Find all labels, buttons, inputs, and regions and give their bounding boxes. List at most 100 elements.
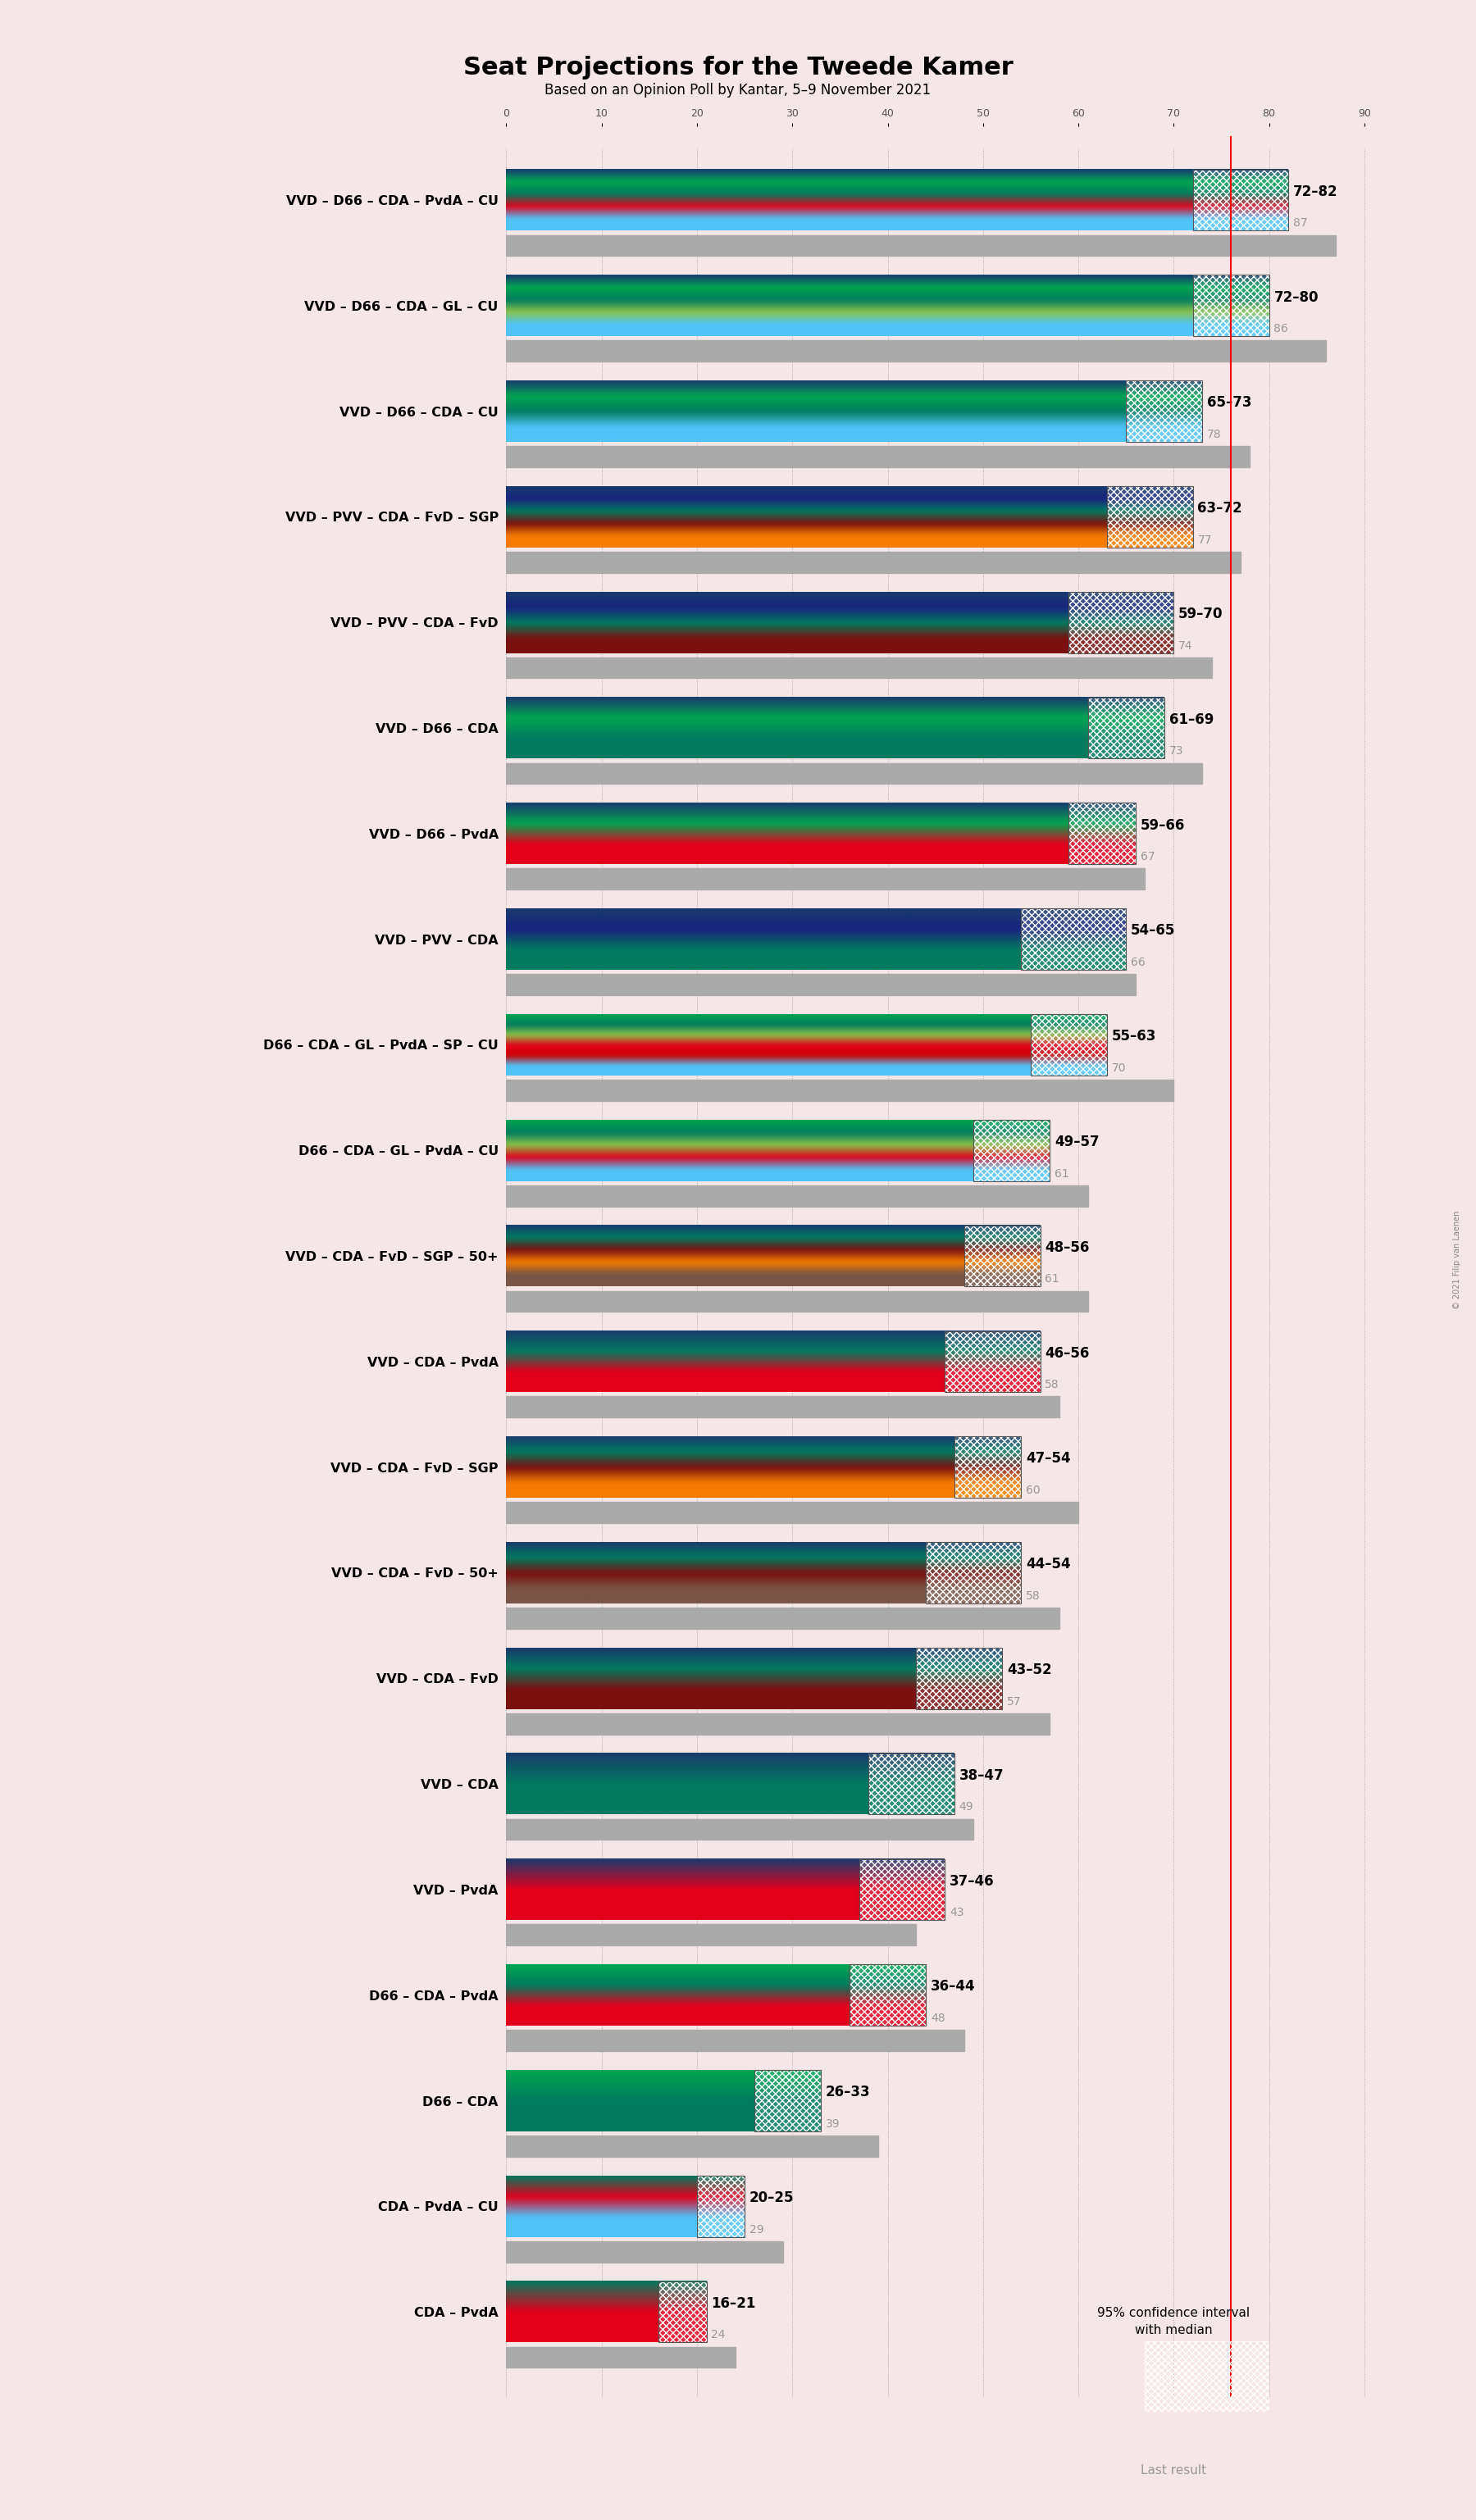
Text: 73: 73 xyxy=(1169,746,1184,756)
Text: 60: 60 xyxy=(1026,1484,1041,1497)
Bar xyxy=(1030,1013,1107,1076)
Bar xyxy=(974,1119,1049,1182)
Text: 54–65: 54–65 xyxy=(1131,922,1175,937)
Text: 58: 58 xyxy=(1026,1590,1041,1603)
Text: 87: 87 xyxy=(1293,217,1308,229)
Text: 48: 48 xyxy=(930,2013,945,2024)
Bar xyxy=(506,1184,1088,1207)
Bar xyxy=(506,1819,974,1840)
Bar xyxy=(964,1225,1041,1288)
Text: 59–66: 59–66 xyxy=(1141,819,1185,832)
Bar xyxy=(506,446,1250,466)
Text: 72–82: 72–82 xyxy=(1293,184,1337,199)
Bar xyxy=(859,1860,945,1920)
Bar xyxy=(1021,910,1126,970)
Bar xyxy=(868,1754,955,1814)
Bar xyxy=(697,2175,745,2238)
Bar xyxy=(1193,169,1289,232)
Bar xyxy=(506,1608,1060,1628)
Bar xyxy=(917,1648,1002,1709)
Bar xyxy=(945,1331,1041,1391)
Bar xyxy=(868,1754,955,1814)
Bar xyxy=(945,1331,1041,1391)
Bar xyxy=(506,1502,1079,1522)
Bar xyxy=(506,1290,1088,1313)
Bar xyxy=(925,1542,1021,1603)
Text: 49: 49 xyxy=(959,1802,974,1812)
Text: 44–54: 44–54 xyxy=(1026,1557,1070,1572)
Text: 59–70: 59–70 xyxy=(1178,607,1224,622)
Bar xyxy=(1021,910,1126,970)
Bar xyxy=(506,764,1203,784)
Bar xyxy=(506,552,1240,572)
Bar xyxy=(917,1648,1002,1709)
Text: Based on an Opinion Poll by Kantar, 5–9 November 2021: Based on an Opinion Poll by Kantar, 5–9 … xyxy=(545,83,931,98)
Text: 48–56: 48–56 xyxy=(1045,1240,1089,1255)
Bar xyxy=(1126,381,1203,441)
Bar xyxy=(506,1396,1060,1419)
Bar xyxy=(506,2134,878,2157)
Bar xyxy=(697,2175,745,2238)
Bar xyxy=(1126,381,1203,441)
Bar xyxy=(1088,698,1165,759)
Bar xyxy=(850,1966,925,2026)
Bar xyxy=(506,1079,1173,1101)
Text: 61: 61 xyxy=(1054,1167,1069,1179)
Bar xyxy=(1107,486,1193,547)
Bar xyxy=(1193,169,1289,232)
Text: 47–54: 47–54 xyxy=(1026,1452,1070,1467)
Bar xyxy=(506,2346,735,2369)
Bar xyxy=(1145,2341,1269,2412)
Text: 77: 77 xyxy=(1197,534,1212,547)
Bar xyxy=(850,1966,925,2026)
Bar xyxy=(1193,169,1289,232)
Bar xyxy=(955,1436,1021,1497)
Bar xyxy=(506,869,1145,890)
Bar xyxy=(658,2281,707,2344)
Text: 63–72: 63–72 xyxy=(1197,501,1243,517)
Bar xyxy=(955,1436,1021,1497)
Text: Last result: Last result xyxy=(1141,2465,1206,2477)
Bar xyxy=(1069,592,1173,653)
Bar xyxy=(1193,275,1269,335)
Bar xyxy=(1126,381,1203,441)
Bar xyxy=(1088,698,1165,759)
Bar xyxy=(697,2175,745,2238)
Text: 38–47: 38–47 xyxy=(959,1769,1004,1782)
Text: 61–69: 61–69 xyxy=(1169,713,1213,726)
Text: 78: 78 xyxy=(1207,428,1222,441)
Text: © 2021 Filip van Laenen: © 2021 Filip van Laenen xyxy=(1452,1210,1461,1310)
Text: 29: 29 xyxy=(750,2223,765,2235)
Bar xyxy=(1069,804,1135,864)
Bar xyxy=(1069,804,1135,864)
Text: 74: 74 xyxy=(1178,640,1193,650)
Text: 61: 61 xyxy=(1045,1273,1060,1285)
Text: 70: 70 xyxy=(1111,1063,1126,1074)
Text: 36–44: 36–44 xyxy=(930,1978,976,1993)
Bar xyxy=(964,1225,1041,1288)
Bar xyxy=(506,975,1135,995)
Text: Seat Projections for the Tweede Kamer: Seat Projections for the Tweede Kamer xyxy=(463,55,1013,78)
Bar xyxy=(955,1436,1021,1497)
Bar xyxy=(1030,1013,1107,1076)
Bar xyxy=(1030,1013,1107,1076)
Bar xyxy=(1069,592,1173,653)
Bar xyxy=(917,1648,1002,1709)
Text: 20–25: 20–25 xyxy=(750,2190,794,2205)
Text: 26–33: 26–33 xyxy=(825,2084,871,2099)
Text: 49–57: 49–57 xyxy=(1054,1134,1100,1149)
Text: 24: 24 xyxy=(711,2328,726,2341)
Bar xyxy=(1193,275,1269,335)
Text: 72–80: 72–80 xyxy=(1274,290,1318,305)
Text: 67: 67 xyxy=(1141,852,1154,862)
Bar xyxy=(506,658,1212,678)
Text: 95% confidence interval
with median: 95% confidence interval with median xyxy=(1097,2306,1250,2336)
Bar xyxy=(945,1331,1041,1391)
Bar xyxy=(506,2240,782,2263)
Bar xyxy=(1069,592,1173,653)
Text: 55–63: 55–63 xyxy=(1111,1028,1156,1043)
Bar xyxy=(868,1754,955,1814)
Text: 66: 66 xyxy=(1131,958,1145,968)
Bar xyxy=(1193,275,1269,335)
Bar xyxy=(850,1966,925,2026)
